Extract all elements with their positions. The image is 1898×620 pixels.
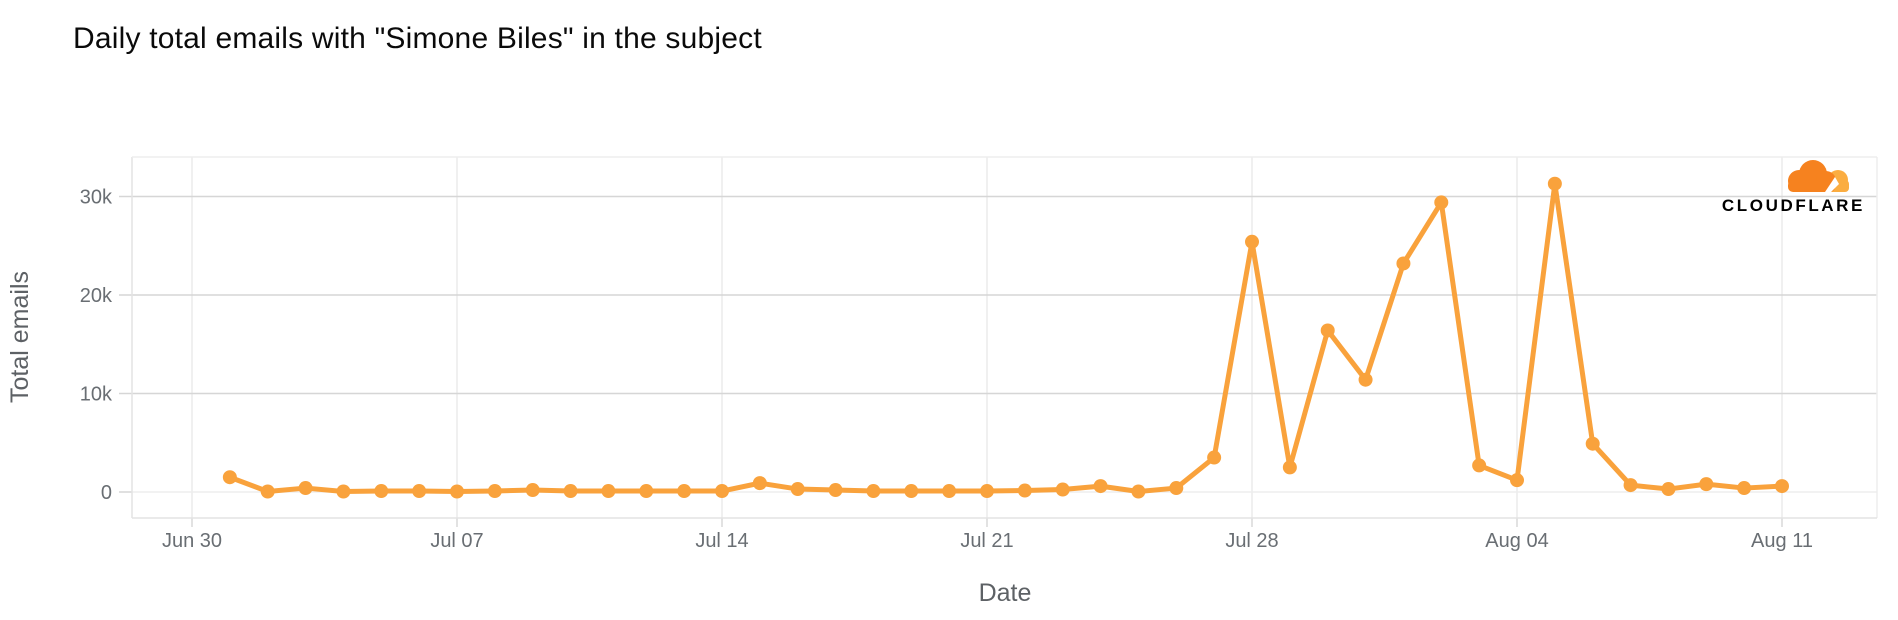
chart-title: Daily total emails with "Simone Biles" i… bbox=[73, 22, 762, 55]
y-axis-title: Total emails bbox=[6, 271, 34, 403]
x-tick-label: Jun 30 bbox=[162, 530, 222, 552]
data-point bbox=[1055, 482, 1070, 497]
data-point bbox=[1472, 458, 1487, 473]
data-point bbox=[942, 484, 957, 499]
data-point bbox=[260, 484, 275, 499]
data-point bbox=[374, 484, 389, 499]
x-tick-label: Jul 28 bbox=[1225, 530, 1278, 552]
data-point bbox=[450, 484, 464, 499]
data-point bbox=[1699, 477, 1714, 492]
x-tick-label: Jul 07 bbox=[430, 530, 483, 552]
data-point bbox=[1661, 482, 1676, 497]
x-tick-label: Jul 21 bbox=[960, 530, 1013, 552]
data-point bbox=[1282, 460, 1297, 475]
data-point bbox=[1737, 481, 1752, 496]
data-point bbox=[677, 484, 692, 499]
x-axis-title: Date bbox=[979, 579, 1032, 607]
data-point bbox=[715, 484, 729, 499]
x-tick-label: Aug 11 bbox=[1751, 530, 1813, 552]
data-point bbox=[752, 476, 767, 491]
data-point bbox=[487, 484, 502, 499]
x-tick-label: Jul 14 bbox=[695, 530, 748, 552]
y-tick-label: 30k bbox=[80, 187, 113, 209]
data-point bbox=[601, 484, 616, 499]
data-point bbox=[1207, 450, 1222, 465]
data-point bbox=[1017, 483, 1032, 498]
data-point bbox=[828, 483, 843, 498]
data-point bbox=[1093, 479, 1108, 494]
data-point bbox=[1131, 484, 1146, 499]
data-point bbox=[1245, 234, 1259, 249]
data-point bbox=[222, 470, 237, 485]
y-tick-label: 10k bbox=[80, 384, 113, 406]
data-point bbox=[639, 484, 654, 499]
data-point bbox=[1547, 176, 1562, 191]
data-point bbox=[298, 481, 313, 496]
data-point bbox=[1510, 473, 1524, 488]
data-point bbox=[980, 484, 994, 499]
data-point bbox=[1320, 323, 1335, 338]
data-point bbox=[1623, 478, 1638, 493]
cloudflare-logo-text: CLOUDFLARE bbox=[1721, 196, 1865, 215]
data-point bbox=[525, 483, 540, 498]
y-tick-label: 20k bbox=[80, 285, 113, 307]
y-tick-label: 0 bbox=[101, 482, 112, 504]
cloudflare-cloud-icon bbox=[1788, 160, 1849, 192]
data-point bbox=[336, 484, 351, 499]
data-point bbox=[1169, 481, 1184, 496]
data-point bbox=[1396, 256, 1411, 271]
data-series-layer bbox=[222, 176, 1789, 499]
data-point bbox=[1434, 195, 1449, 210]
data-point bbox=[790, 482, 805, 497]
data-point bbox=[412, 484, 427, 499]
data-point bbox=[1358, 372, 1373, 387]
data-point bbox=[1585, 436, 1600, 451]
x-tick-label: Aug 04 bbox=[1485, 530, 1548, 552]
data-point bbox=[1775, 479, 1789, 494]
data-point bbox=[866, 484, 881, 499]
cloudflare-logo: CLOUDFLARE bbox=[1722, 160, 1865, 214]
data-point bbox=[563, 484, 578, 499]
data-line bbox=[227, 181, 1785, 495]
data-point bbox=[904, 484, 919, 499]
